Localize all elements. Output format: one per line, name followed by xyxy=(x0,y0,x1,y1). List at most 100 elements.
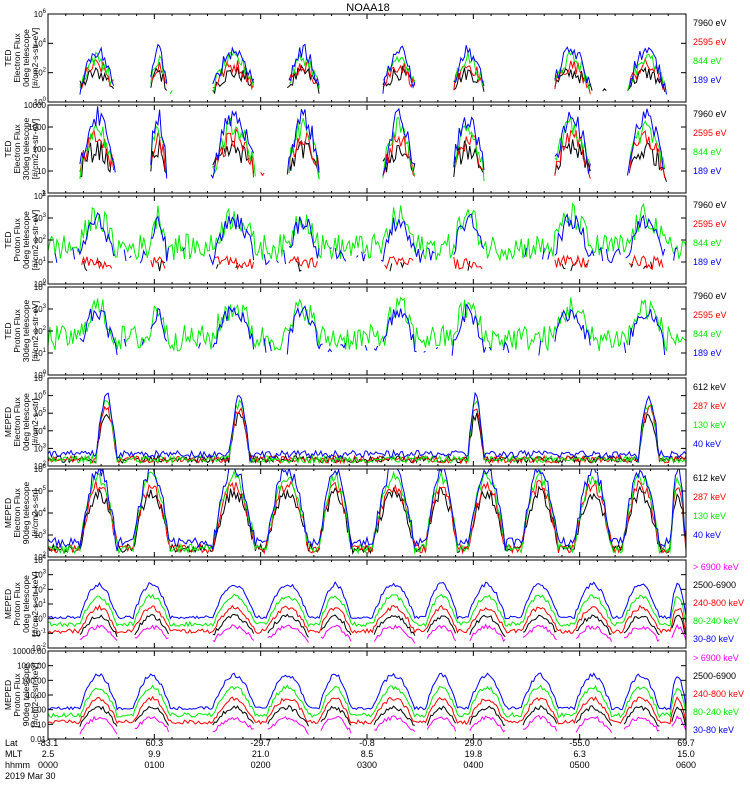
panel-7-ytick-label-1: 10-2 xyxy=(32,643,47,653)
panel-8-ytick-label-2: 0.10 xyxy=(30,720,46,729)
row-label-lat: Lat xyxy=(5,738,18,748)
panel-4-ylabel-line-2: Proton Flux xyxy=(12,309,22,353)
panel-7-ytick-label-6: 103 xyxy=(34,570,47,580)
panel-5: 102 103 104 105 106 107 MEPED Electron Flux 0deg… xyxy=(3,373,726,471)
panel-5-series-4-line xyxy=(48,391,686,463)
panel-4-series-3-line xyxy=(48,296,686,352)
panel-1-series-4-line xyxy=(80,44,674,94)
panel-4-ytick-label-1: 100 xyxy=(34,370,47,380)
panel-8-ytick-label-6: 1000.00 xyxy=(17,662,46,671)
date-label: 2019 Mar 30 xyxy=(5,771,56,781)
panel-1-legend-3: 844 eV xyxy=(693,56,722,66)
panel-8-legend-3: 240-800 keV xyxy=(693,689,744,699)
panel-2-series xyxy=(80,106,681,182)
panel-8-series-3-line xyxy=(48,695,686,726)
panel-8: 0.01 0.10 1.00 10.00 100.00 1000.00 10000.00 ME… xyxy=(3,647,744,744)
panel-2-ytick-label-3: 100 xyxy=(33,145,47,154)
panel-7-series-5-line xyxy=(48,581,686,620)
panel-5-frame xyxy=(47,377,687,467)
panel-6-ytick-label-4: 105 xyxy=(34,486,47,496)
panel-8-ylabel-line-2: Proton Flux xyxy=(12,673,22,717)
panel-2: 1 10 100 1000 10000 TED Electron Flux 30deg tel… xyxy=(3,101,727,198)
panel-6-series-3-line xyxy=(48,469,686,555)
panel-2-series-4-line xyxy=(80,106,676,178)
panel-5-series-3-line xyxy=(48,399,686,465)
panel-1: 100 102 104 106 TED Electron Flux 0deg telesco… xyxy=(3,9,727,107)
panel-1-legend-1: 7960 eV xyxy=(693,18,727,28)
panel-4-ytick-label-3: 102 xyxy=(34,326,47,336)
panel-2-ylabel-line-4: [#/cm2-s-str-eV] xyxy=(30,119,40,179)
lat-value-7: 69.7 xyxy=(677,738,695,748)
panel-1-ytick-label-3: 104 xyxy=(34,38,47,48)
hhmm-value-2: 0100 xyxy=(144,760,164,770)
panel-8-series-4-line xyxy=(48,684,686,719)
panel-6-ylabel-line-2: Electron Flux xyxy=(12,487,22,537)
panel-6-legend-2: 287 keV xyxy=(693,492,726,502)
panel-7-ylabel-line-3: 0deg telescope xyxy=(21,575,31,633)
panel-2-frame xyxy=(47,104,687,194)
panel-7-ylabel-line-2: Proton Flux xyxy=(12,582,22,626)
panel-6-legend-3: 130 keV xyxy=(693,511,726,521)
panel-5-ytick-label-4: 105 xyxy=(34,408,47,418)
panel-3-ytick-label-4: 103 xyxy=(34,213,47,223)
panel-7-series-4-line xyxy=(48,593,686,628)
panel-2-ytick-label-5: 10000 xyxy=(24,101,47,110)
panel-8-ytick-label-5: 100.00 xyxy=(22,676,47,685)
panel-1-ytick-label-1: 100 xyxy=(34,97,47,107)
panel-3-legend-2: 2595 eV xyxy=(693,219,727,229)
panel-8-ylabel-line-4: [#/cm2-s-str-keV] xyxy=(30,663,40,728)
panel-4-ylabel-line-3: 30deg telescope xyxy=(21,300,31,363)
panel-8-legend-5: 30-80 keV xyxy=(693,725,734,735)
hhmm-value-3: 0200 xyxy=(251,760,271,770)
panel-8-series-5-line xyxy=(48,672,686,711)
panel-6-ytick-label-5: 106 xyxy=(34,464,47,474)
panel-5-ytick-label-5: 106 xyxy=(34,391,47,401)
mlt-value-5: 19.8 xyxy=(465,749,483,759)
hhmm-value-4: 0300 xyxy=(357,760,377,770)
panel-2-legend-3: 844 eV xyxy=(693,147,722,157)
panel-5-legend-2: 287 keV xyxy=(693,401,726,411)
panel-5-ylabel-line-4: [#/cm2-s-str] xyxy=(30,398,40,445)
panel-1-legend-4: 189 eV xyxy=(693,75,722,85)
panel-4-ytick-label-5: 104 xyxy=(34,282,47,292)
panel-1-ylabel-line-2: Electron Flux xyxy=(12,32,22,82)
panel-3-ytick-label-1: 100 xyxy=(34,279,47,289)
panel-7-legend-4: 80-240 keV xyxy=(693,616,739,626)
panel-2-legend-2: 2595 eV xyxy=(693,128,727,138)
panel-8-series-2-line xyxy=(79,704,686,728)
panel-1-ylabel-line-4: [#/cm2-s-str-eV] xyxy=(30,28,40,88)
panel-1-ytick-label-2: 102 xyxy=(34,68,47,78)
hhmm-value-6: 0500 xyxy=(570,760,590,770)
panel-1-series-3-line xyxy=(79,50,666,95)
hhmm-value-7: 0600 xyxy=(676,760,696,770)
hhmm-value-1: 0000 xyxy=(38,760,58,770)
panel-7-legend-3: 240-800 keV xyxy=(693,598,744,608)
panel-5-series xyxy=(48,391,686,465)
panel-7-legend-2: 2500-6900 xyxy=(693,580,736,590)
mlt-value-6: 6.3 xyxy=(573,749,586,759)
lat-value-2: 60.3 xyxy=(146,738,164,748)
panel-7-ytick-label-5: 102 xyxy=(34,584,47,594)
panel-3-series-1-line xyxy=(83,261,656,272)
panel-7-ytick-label-2: 10-1 xyxy=(32,628,47,638)
panel-4-ylabel-line-4: [#/cm2-s-str-eV] xyxy=(30,301,40,361)
panel-2-series-1-line xyxy=(79,139,667,182)
panel-2-ylabel-line-2: Electron Flux xyxy=(12,123,22,173)
panel-6-legend-1: 612 keV xyxy=(693,473,726,483)
panel-3-ytick-label-2: 101 xyxy=(34,257,47,267)
panel-8-ytick-label-3: 1.00 xyxy=(30,706,46,715)
panel-4-ytick-label-2: 101 xyxy=(34,348,47,358)
panel-8-ytick-label-1: 0.01 xyxy=(30,735,46,744)
panel-7-ylabel-line-1: MEPED xyxy=(3,589,13,619)
panel-6-ytick-label-3: 104 xyxy=(34,508,47,518)
panel-5-legend-3: 130 keV xyxy=(693,420,726,430)
mlt-value-7: 15.0 xyxy=(677,749,695,759)
panel-8-legend-4: 80-240 keV xyxy=(693,707,739,717)
mlt-value-1: 2.5 xyxy=(42,749,55,759)
panel-1-series-2-line xyxy=(79,57,665,95)
panel-3-ytick-label-3: 102 xyxy=(34,235,47,245)
panel-2-ylabel-line-3: 30deg telescope xyxy=(21,118,31,181)
panel-3-legend-3: 844 eV xyxy=(693,238,722,248)
panel-4-frame xyxy=(47,286,687,376)
mlt-value-3: 21.0 xyxy=(252,749,270,759)
